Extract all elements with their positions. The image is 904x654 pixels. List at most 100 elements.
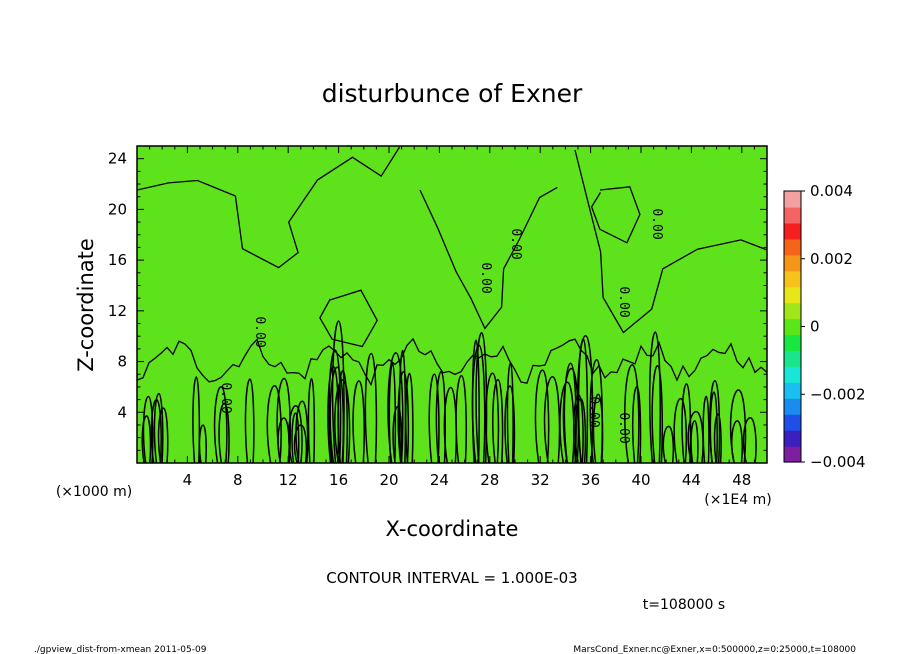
contour-line — [137, 337, 767, 387]
colorbar-swatch — [784, 398, 801, 415]
contour-label: 0.00 — [616, 286, 631, 317]
chart-title: disturbunce of Exner — [322, 79, 583, 108]
x-tick-label: 32 — [531, 471, 550, 489]
x-tick-label: 20 — [379, 471, 398, 489]
colorbar-swatch — [784, 446, 801, 463]
contour-line — [574, 149, 767, 334]
x-tick-label: 16 — [329, 471, 348, 489]
contour-lines — [137, 146, 767, 463]
colorbar-tick-label: 0.002 — [810, 250, 853, 268]
contour-labels: 0.00 0.00 0.00 0.00 0.00 0.00 0.00 0.00 — [218, 208, 664, 443]
contour-line — [319, 289, 378, 348]
contour-line — [387, 352, 404, 463]
contour-line — [392, 405, 403, 463]
contour-line — [307, 377, 316, 463]
y-tick-label: 4 — [117, 403, 127, 421]
colorbar: 0.004 0.002 0 −0.002 −0.004 — [783, 182, 866, 471]
x-tick-label: 8 — [233, 471, 243, 489]
time-note: t=108000 s — [643, 597, 725, 613]
contour-interval-note: CONTOUR INTERVAL = 1.000E-03 — [326, 569, 577, 587]
contour-label: 0.00 — [478, 262, 493, 293]
colorbar-tick-label: 0.004 — [810, 182, 853, 200]
colorbar-swatch — [784, 206, 801, 224]
contour-line — [742, 417, 757, 463]
x-tick-label: 36 — [581, 471, 600, 489]
contour-label: 0.00 — [508, 228, 523, 259]
colorbar-swatch — [784, 286, 801, 304]
footer-left: ./gpview_dist-from-xmean 2011-05-09 — [34, 645, 207, 654]
x-axis: 4 8 12 16 20 24 28 32 36 40 44 48 — [149, 146, 755, 489]
contour-line — [574, 397, 587, 463]
y-tick-label: 16 — [108, 251, 127, 269]
contour-label: 0.00 — [252, 316, 267, 347]
x-unit-label: (×1E4 m) — [704, 492, 771, 508]
plot-field — [137, 146, 767, 463]
colorbar-swatch — [784, 414, 801, 431]
x-axis-label: X-coordinate — [386, 517, 519, 541]
contour-line — [397, 370, 410, 463]
contour-line — [534, 369, 550, 463]
contour-label: 0.00 — [586, 396, 601, 427]
y-tick-label: 20 — [108, 200, 127, 218]
contour-line — [388, 362, 397, 463]
contour-line — [157, 407, 169, 463]
contour-label: 0.00 — [616, 412, 631, 443]
contour-line — [334, 379, 351, 463]
contour-line — [590, 186, 641, 244]
colorbar-swatch — [784, 366, 801, 383]
contour-line — [291, 412, 300, 463]
contour-line — [213, 386, 228, 463]
contour-line — [681, 383, 692, 463]
contour-line — [398, 349, 407, 463]
contour-line — [266, 384, 282, 463]
contour-line — [690, 420, 699, 463]
x-tick-label: 44 — [682, 471, 701, 489]
y-tick-label: 8 — [117, 353, 127, 371]
contour-line — [504, 385, 516, 463]
x-tick-label: 24 — [430, 471, 449, 489]
colorbar-swatch — [784, 302, 801, 320]
contour-line — [648, 331, 661, 463]
footer-right: MarsCond_Exner.nc@Exner,x=0:500000,z=0:2… — [573, 645, 856, 654]
contour-line — [687, 410, 704, 463]
contour-line — [192, 376, 201, 463]
contour-line — [352, 380, 365, 463]
colorbar-swatch — [784, 254, 801, 272]
contour-line — [137, 146, 401, 269]
x-tick-label: 48 — [732, 471, 751, 489]
x-tick-label: 4 — [183, 471, 193, 489]
contour-line — [141, 415, 152, 463]
y-unit-label: (×1000 m) — [56, 484, 132, 500]
contour-line — [276, 377, 291, 463]
contour-line — [589, 359, 604, 463]
x-tick-label: 28 — [480, 471, 499, 489]
contour-line — [572, 394, 584, 463]
contour-line — [218, 402, 230, 463]
contour-label: 0.00 — [218, 382, 233, 413]
contour-line — [713, 413, 722, 463]
contour-line — [709, 391, 718, 463]
contour-line — [624, 364, 640, 463]
y-axis-label: Z-coordinate — [74, 238, 98, 372]
colorbar-swatch — [784, 238, 801, 256]
contour-line — [153, 392, 164, 463]
colorbar-tick-label: −0.004 — [810, 453, 866, 471]
contour-line — [364, 352, 378, 463]
contour-line — [729, 389, 747, 463]
contour-line — [662, 425, 675, 463]
x-tick-label: 12 — [279, 471, 298, 489]
y-tick-label: 12 — [108, 302, 127, 320]
colorbar-swatch — [784, 318, 801, 336]
colorbar-swatch — [784, 222, 801, 240]
contour-line — [419, 186, 558, 330]
y-axis: 4 8 12 16 20 24 — [108, 150, 767, 451]
contour-line — [244, 378, 255, 463]
contour-line — [142, 395, 154, 463]
contour-line — [428, 373, 440, 463]
colorbar-swatch — [784, 382, 801, 399]
contour-line — [485, 372, 500, 463]
contour-line — [492, 378, 504, 463]
contour-line — [673, 397, 688, 463]
colorbar-swatch — [784, 270, 801, 288]
